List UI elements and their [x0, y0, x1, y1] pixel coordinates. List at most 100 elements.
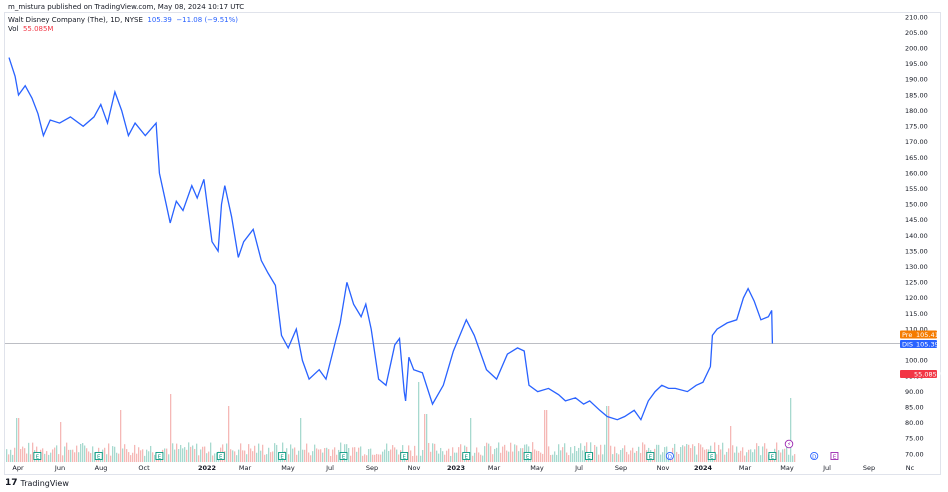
volume-bar — [114, 446, 116, 462]
earnings-marker[interactable] — [216, 452, 225, 460]
y-tick-label: 205.00 — [905, 29, 928, 37]
volume-bar — [724, 454, 726, 462]
earnings-marker[interactable] — [462, 452, 471, 460]
news-flag-icon[interactable] — [784, 439, 794, 449]
volume-bar — [548, 446, 550, 462]
volume-bar — [328, 449, 330, 462]
volume-bar — [508, 451, 510, 462]
volume-bar — [658, 444, 660, 462]
volume-bar — [454, 452, 456, 462]
volume-bar — [318, 449, 320, 462]
x-tick-label: May — [281, 464, 295, 472]
volume-bar — [332, 449, 334, 462]
volume-bar — [722, 442, 724, 462]
volume-bar — [564, 443, 566, 462]
volume-histogram — [6, 382, 796, 462]
volume-bar — [482, 455, 484, 462]
earnings-marker[interactable] — [33, 452, 42, 460]
earnings-marker[interactable] — [94, 452, 103, 460]
dividend-marker[interactable] — [665, 451, 674, 461]
y-tick-label: 200.00 — [905, 45, 928, 53]
volume-bar — [306, 443, 308, 462]
volume-bar — [736, 446, 738, 462]
volume-bar — [30, 454, 32, 462]
volume-bar — [314, 444, 316, 462]
x-tick-label: Nov — [657, 464, 670, 472]
volume-bar — [474, 452, 476, 462]
volume-bar — [496, 447, 498, 462]
earnings-marker[interactable] — [278, 452, 287, 460]
y-tick-label: 145.00 — [905, 216, 928, 224]
volume-bar — [542, 453, 544, 462]
volume-bar — [694, 446, 696, 462]
earnings-marker[interactable] — [646, 452, 655, 460]
volume-bar — [744, 455, 746, 462]
volume-bar — [204, 446, 206, 462]
volume-bar — [130, 455, 132, 462]
volume-bar — [748, 449, 750, 462]
volume-bar — [794, 454, 796, 462]
premarket-badge-value: 105.41 — [916, 331, 939, 339]
volume-label: Vol — [8, 25, 19, 33]
volume-bar — [746, 452, 748, 462]
volume-bar — [776, 442, 778, 462]
volume-bar — [490, 446, 492, 462]
volume-bar — [176, 443, 178, 462]
volume-bar — [326, 447, 328, 462]
x-tick-label: Jul — [325, 464, 334, 472]
last-price-badge-value: 105.39 — [916, 340, 939, 348]
volume-bar — [182, 448, 184, 462]
volume-bar — [208, 451, 210, 462]
volume-bar — [520, 448, 522, 462]
chart-frame[interactable] — [4, 12, 941, 475]
volume-bar — [86, 448, 88, 462]
earnings-marker[interactable] — [585, 452, 593, 460]
volume-bar — [42, 448, 44, 462]
x-tick-label: Apr — [12, 464, 24, 472]
tradingview-logo[interactable]: 17 TradingView — [5, 478, 69, 488]
volume-bar — [138, 447, 140, 462]
event-marker-label: E — [526, 454, 530, 460]
dividend-marker[interactable] — [810, 451, 819, 461]
volume-bar — [82, 443, 84, 462]
y-tick-label: 165.00 — [905, 154, 928, 162]
x-tick-label: Aug — [95, 464, 108, 472]
volume-bar — [784, 448, 786, 462]
volume-bar — [614, 446, 616, 462]
x-tick-label: Mar — [739, 464, 752, 472]
volume-bar — [448, 448, 450, 462]
event-marker-label: E — [158, 454, 162, 460]
volume-bar — [612, 454, 614, 462]
earnings-marker[interactable] — [339, 452, 348, 460]
volume-bar — [70, 449, 72, 462]
volume-bar — [372, 454, 374, 462]
earnings-marker[interactable] — [400, 452, 409, 460]
volume-bar — [256, 452, 258, 462]
volume-bar — [728, 448, 730, 462]
volume-badge-bg — [900, 370, 937, 378]
event-marker-label: E — [649, 454, 653, 460]
volume-bar — [266, 454, 268, 462]
volume-bar — [492, 454, 494, 462]
volume-bar — [700, 444, 702, 462]
tradingview-brand: TradingView — [20, 478, 69, 488]
volume-badge-value: 55.085M — [914, 370, 942, 378]
y-tick-label: 110.00 — [905, 325, 928, 333]
volume-bar — [78, 452, 80, 462]
volume-bar — [664, 447, 666, 462]
volume-bar — [338, 449, 340, 462]
split-marker[interactable] — [830, 452, 839, 460]
earnings-marker[interactable] — [707, 452, 716, 460]
y-tick-label: 210.00 — [905, 13, 928, 21]
volume-bar — [618, 454, 620, 462]
volume-bar — [418, 382, 420, 462]
volume-bar — [274, 443, 276, 462]
volume-bar — [610, 445, 612, 462]
earnings-marker[interactable] — [768, 452, 777, 460]
y-tick-label: 90.00 — [905, 388, 924, 396]
earnings-marker[interactable] — [155, 452, 164, 460]
chart-legend[interactable]: Walt Disney Company (The), 1D, NYSE 105.… — [8, 16, 238, 34]
earnings-marker[interactable] — [523, 452, 532, 460]
volume-bar — [792, 455, 794, 462]
